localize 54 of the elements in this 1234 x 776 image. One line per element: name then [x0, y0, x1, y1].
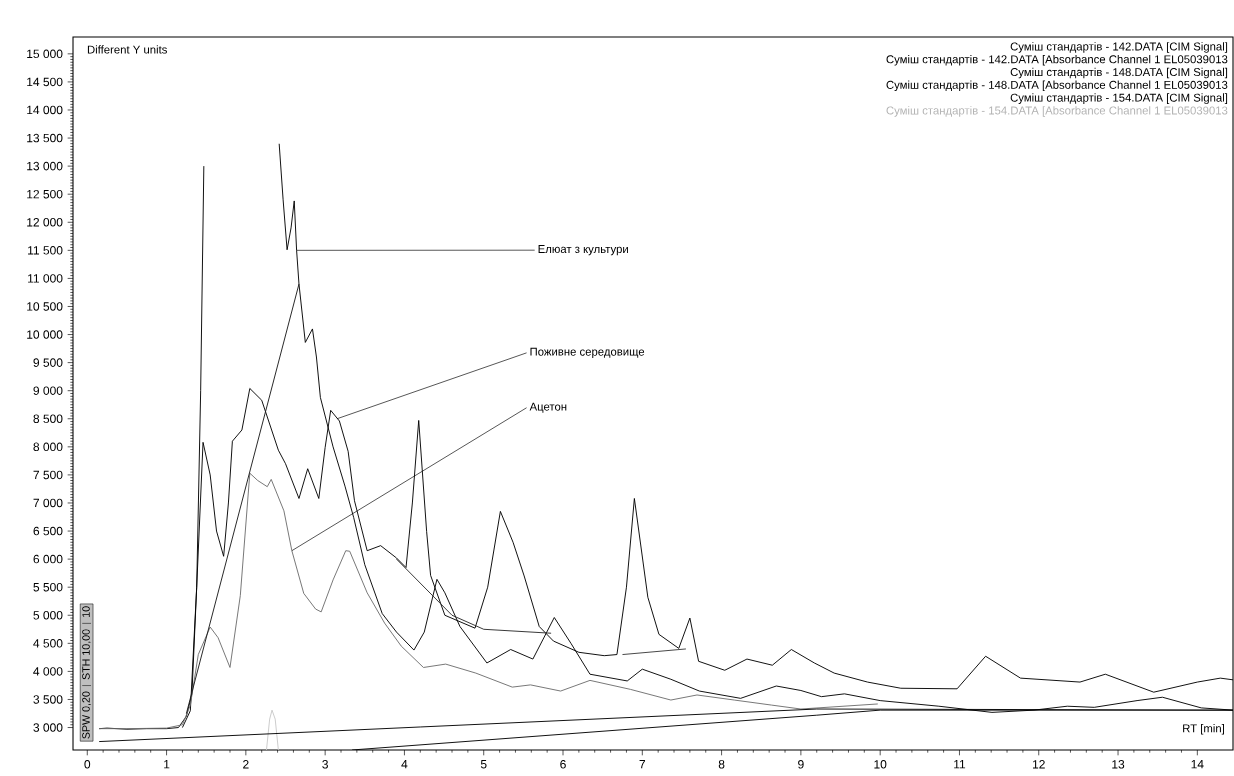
y-tick-label: 5 000	[33, 611, 63, 620]
y-tick-label: 3 500	[33, 695, 63, 704]
x-tick-label: 7	[639, 760, 646, 769]
annotation: 10	[82, 606, 90, 617]
y-tick-label: 10 000	[27, 330, 63, 339]
y-tick-label: 6 500	[33, 526, 63, 536]
annotation: STH 10,00	[82, 629, 92, 680]
y-tick-label: 4 000	[33, 667, 63, 676]
y-tick-label: 12 000	[27, 218, 63, 227]
annotation: Different Y units	[87, 45, 167, 54]
y-tick-label: 8 500	[33, 414, 63, 424]
annotation: Ацетон	[529, 402, 567, 413]
x-tick-label: 9	[798, 760, 804, 769]
y-tick-label: 9 500	[33, 358, 63, 367]
x-tick-label: 3	[322, 760, 328, 769]
x-axis-title: RT [min]	[1183, 724, 1224, 735]
y-tick-label: 6 000	[33, 554, 63, 564]
x-tick-label: 6	[560, 760, 566, 769]
x-tick-label: 13	[1112, 760, 1125, 769]
x-tick-label: 0	[84, 760, 91, 769]
y-tick-label: 15 000	[27, 49, 63, 59]
y-tick-label: 8 000	[33, 442, 63, 452]
x-tick-label: 4	[401, 760, 408, 769]
y-tick-label: 13 500	[27, 133, 63, 143]
y-tick-label: 11 000	[28, 274, 63, 283]
y-tick-label: 13 000	[27, 161, 63, 171]
x-tick-label: 14	[1191, 760, 1204, 769]
annotation: Суміш стандартів - 154.DATA [CIM Signal]	[1010, 93, 1228, 104]
y-tick-label: 10 500	[27, 302, 63, 311]
annotation: Елюат з культури	[538, 245, 628, 256]
y-tick-label: 12 500	[27, 189, 63, 199]
y-tick-label: 11 500	[28, 246, 63, 255]
x-tick-label: 8	[718, 760, 725, 769]
y-tick-label: 9 000	[33, 386, 63, 395]
y-tick-label: 3 000	[33, 723, 63, 732]
annotation: Суміш стандартів - 154.DATA [Absorbance Channel 1 EL05039013	[886, 106, 1228, 117]
annotation: Суміш стандартів - 148.DATA [CIM Signal]	[1010, 67, 1228, 79]
x-tick-label: 5	[480, 760, 487, 769]
x-tick-label: 2	[243, 760, 249, 769]
y-tick-label: 7 500	[33, 470, 63, 480]
x-tick-label: 1	[164, 760, 170, 769]
annotation: Суміш стандартів - 142.DATA [Absorbance Channel 1 EL05039013	[886, 54, 1228, 66]
annotation: Суміш стандартів - 142.DATA [CIM Signal]	[1010, 42, 1228, 53]
y-tick-label: 14 000	[27, 105, 63, 115]
y-tick-label: 5 500	[33, 582, 63, 592]
y-tick-label: 4 500	[33, 639, 63, 648]
annotation: Суміш стандартів - 148.DATA [Absorbance Channel 1 EL05039013	[886, 80, 1228, 92]
annotation: Поживне середовище	[530, 347, 645, 358]
x-tick-label: 12	[1033, 760, 1045, 769]
annotation: SPW 0,20	[82, 691, 92, 739]
y-tick-label: 7 000	[33, 498, 63, 508]
x-tick-label: 10	[874, 760, 887, 769]
x-tick-label: 11	[954, 760, 966, 769]
y-tick-label: 14 500	[27, 77, 63, 87]
